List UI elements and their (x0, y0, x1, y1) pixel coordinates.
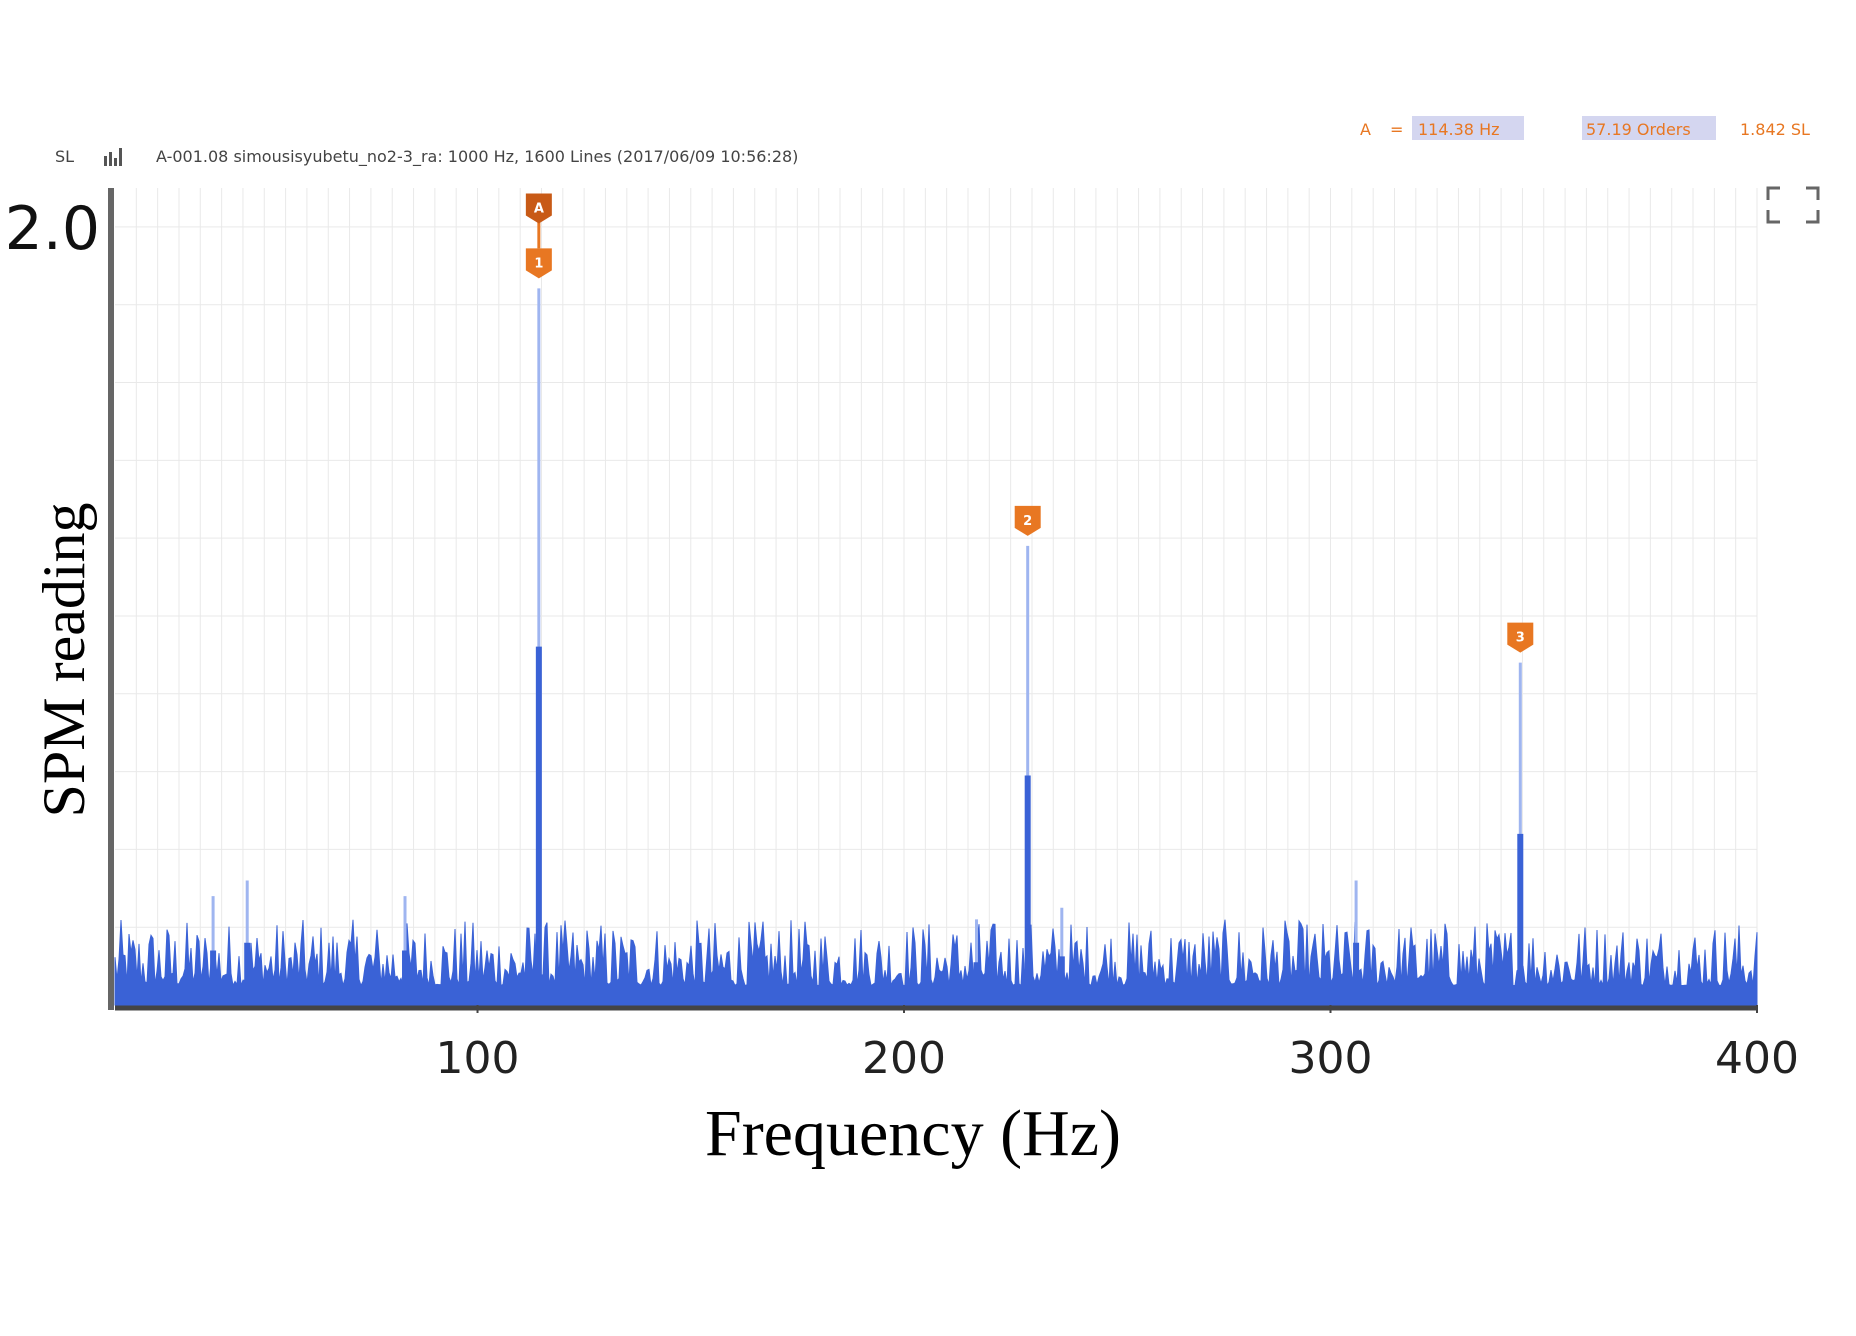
tick-labels: 100 200 300 400 2.0 (5, 194, 1799, 1084)
axes (108, 188, 1757, 1011)
noise-spectrum (114, 919, 1758, 1006)
cursor-marker (525, 193, 552, 224)
peak-markers: 1 2 3 A (525, 193, 1534, 653)
readout-orders: 57.19 Orders (1586, 120, 1691, 139)
peak-marker-label: 2 (1023, 514, 1032, 529)
peak-marker (1014, 505, 1041, 536)
cursor-readout: A = 114.38 Hz 57.19 Orders 1.842 SL (1360, 116, 1810, 140)
noise-floor (114, 919, 1758, 1006)
readout-marker: A (1360, 120, 1371, 139)
noise-base (115, 985, 1757, 1005)
readout-frequency: 114.38 Hz (1418, 120, 1500, 139)
readout-freq-highlight (1412, 116, 1524, 140)
spectrum-chart-icon[interactable] (104, 148, 122, 166)
readout-equals: = (1390, 120, 1403, 139)
spectrum-peaks (210, 288, 1524, 1005)
y-tick-label: 2.0 (5, 194, 100, 264)
measurement-info: A-001.08 simousisyubetu_no2-3_ra: 1000 H… (156, 147, 798, 167)
readout-orders-highlight (1582, 116, 1716, 140)
fullscreen-icon[interactable] (1766, 186, 1820, 224)
peak-marker (1507, 622, 1534, 653)
peak-marker-label: 3 (1516, 631, 1525, 646)
peak-marker-label: 1 (534, 256, 543, 271)
readout-level: 1.842 SL (1740, 120, 1810, 139)
x-tick-label: 200 (862, 1033, 946, 1084)
cursor-marker-label: A (534, 201, 544, 216)
y-axis-label: SPM reading (31, 503, 97, 818)
unit-label: SL (55, 147, 74, 166)
x-tick-label: 300 (1289, 1033, 1373, 1084)
chart-panel (45, 115, 1855, 1115)
x-tick-label: 100 (436, 1033, 520, 1084)
x-axis-label: Frequency (Hz) (705, 1097, 1121, 1170)
peak-marker (525, 248, 552, 279)
x-tick-label: 400 (1715, 1033, 1799, 1084)
plot-grid (115, 188, 1758, 1005)
